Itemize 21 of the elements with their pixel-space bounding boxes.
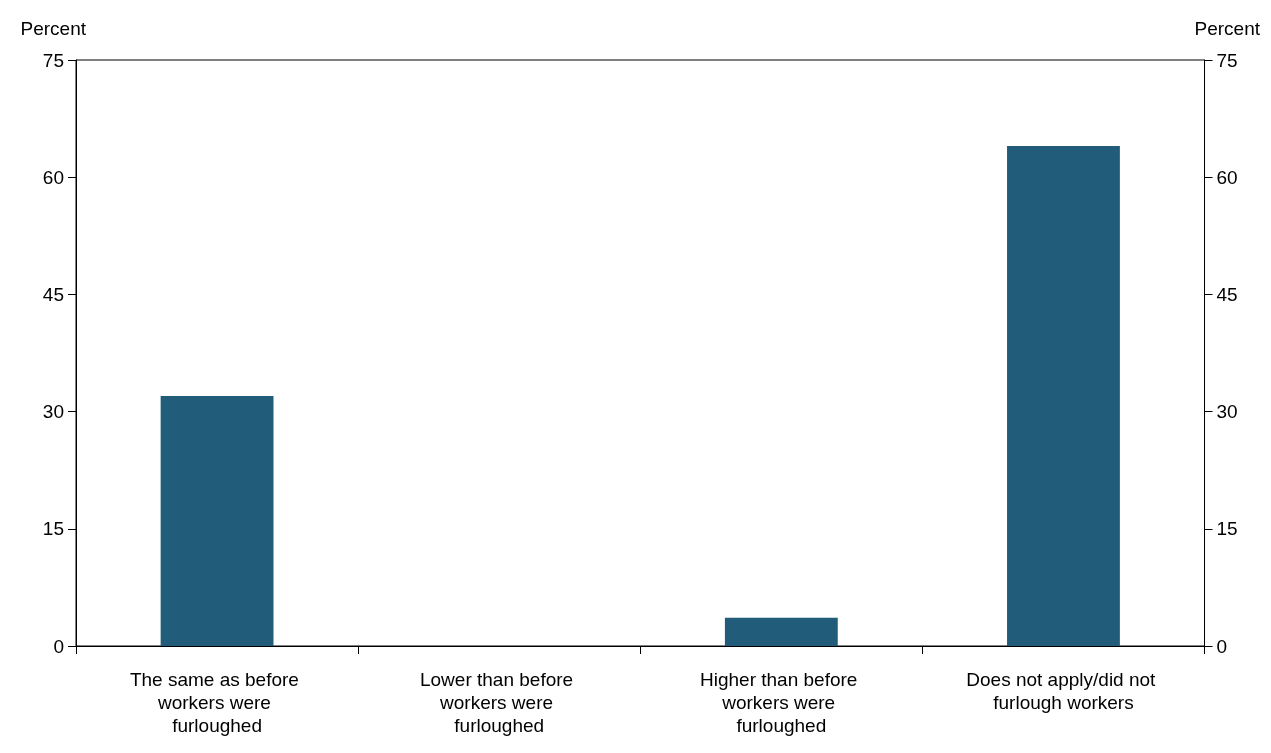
y-tick-label: 45 <box>42 283 64 305</box>
x-tick-label: Does not apply/did not furlough workers <box>966 669 1161 713</box>
y-axis-title: Percent <box>20 18 87 39</box>
y2-tick-label: 30 <box>1216 401 1238 423</box>
y-tick-label: 75 <box>42 49 64 71</box>
y2-axis-title: Percent <box>1194 18 1261 39</box>
x-tick-label: Lower than before workers were furloughed <box>419 669 579 736</box>
y-tick-label: 0 <box>53 635 64 657</box>
x-tick-label: Higher than before workers were furloughed <box>699 669 863 736</box>
y-tick-label: 15 <box>42 518 64 540</box>
x-tick-label: The same as before workers were furloughed <box>129 669 305 736</box>
bar <box>724 617 838 646</box>
y-tick-label: 60 <box>42 166 64 188</box>
y2-tick-label: 60 <box>1216 166 1238 188</box>
bar <box>160 395 274 646</box>
y2-tick-label: 75 <box>1216 49 1238 71</box>
y-tick-label: 30 <box>42 401 64 423</box>
y2-tick-label: 45 <box>1216 283 1238 305</box>
y2-tick-label: 0 <box>1216 635 1228 657</box>
bar <box>1007 145 1120 646</box>
y2-tick-label: 15 <box>1216 518 1238 540</box>
